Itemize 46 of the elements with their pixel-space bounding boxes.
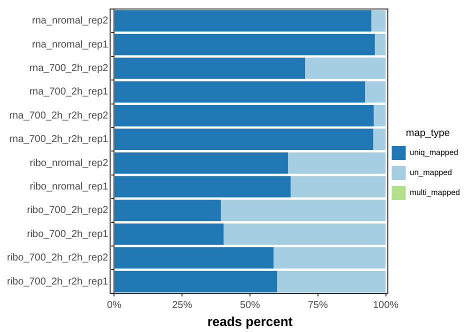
- y-tick-label: rna_700_2h_rep2: [29, 63, 109, 74]
- y-tick-label: rna_700_2h_rep1: [29, 86, 109, 98]
- bar: [114, 223, 224, 245]
- x-tick-label: 50%: [240, 300, 260, 312]
- legend-label: multi_mapped: [410, 188, 460, 198]
- x-tick-label: 25%: [172, 300, 192, 312]
- bar: [114, 152, 288, 174]
- legend-label: un_mapped: [410, 168, 452, 178]
- bar: [114, 128, 374, 150]
- y-tick-label: ribo_700_2h_rep1: [27, 228, 109, 240]
- legend-label: uniq_mapped: [410, 148, 458, 158]
- bar: [365, 81, 386, 103]
- bar: [114, 270, 278, 292]
- y-tick-label: ribo_nromal_rep1: [30, 182, 109, 192]
- bar: [374, 104, 386, 126]
- y-tick-label: ribo_700_2h_r2h_rep1: [6, 276, 109, 288]
- y-tick-label: ribo_700_2h_rep2: [27, 205, 109, 216]
- bar: [114, 176, 291, 198]
- y-tick-label: rna_nromal_rep1: [32, 39, 109, 50]
- bar: [277, 270, 386, 292]
- y-tick-label: rna_nromal_rep2: [32, 16, 109, 27]
- bar: [114, 10, 372, 32]
- bar: [374, 34, 386, 56]
- bar: [288, 152, 386, 174]
- bar: [114, 200, 221, 222]
- bar: [114, 104, 374, 126]
- bar: [114, 81, 366, 103]
- bar: [274, 247, 386, 269]
- bar: [371, 10, 386, 32]
- bar: [373, 128, 386, 150]
- x-tick-label: 75%: [308, 300, 328, 312]
- bar: [290, 176, 386, 198]
- bar: [224, 223, 386, 245]
- x-axis-title: reads percent: [207, 314, 294, 329]
- y-tick-label: ribo_nromal_rep2: [30, 158, 109, 169]
- bar: [114, 247, 274, 269]
- y-tick-label: rna_700_2h_r2h_rep2: [9, 110, 109, 122]
- x-tick-label: 0%: [106, 300, 122, 312]
- bar: [305, 58, 386, 79]
- x-tick-label: 100%: [372, 300, 399, 312]
- bar: [114, 34, 375, 56]
- bar: [114, 58, 306, 79]
- y-tick-label: ribo_700_2h_r2h_rep2: [6, 252, 109, 264]
- legend-title: map_type: [406, 128, 450, 139]
- y-tick-label: rna_700_2h_r2h_rep1: [9, 134, 109, 146]
- bar: [220, 200, 386, 222]
